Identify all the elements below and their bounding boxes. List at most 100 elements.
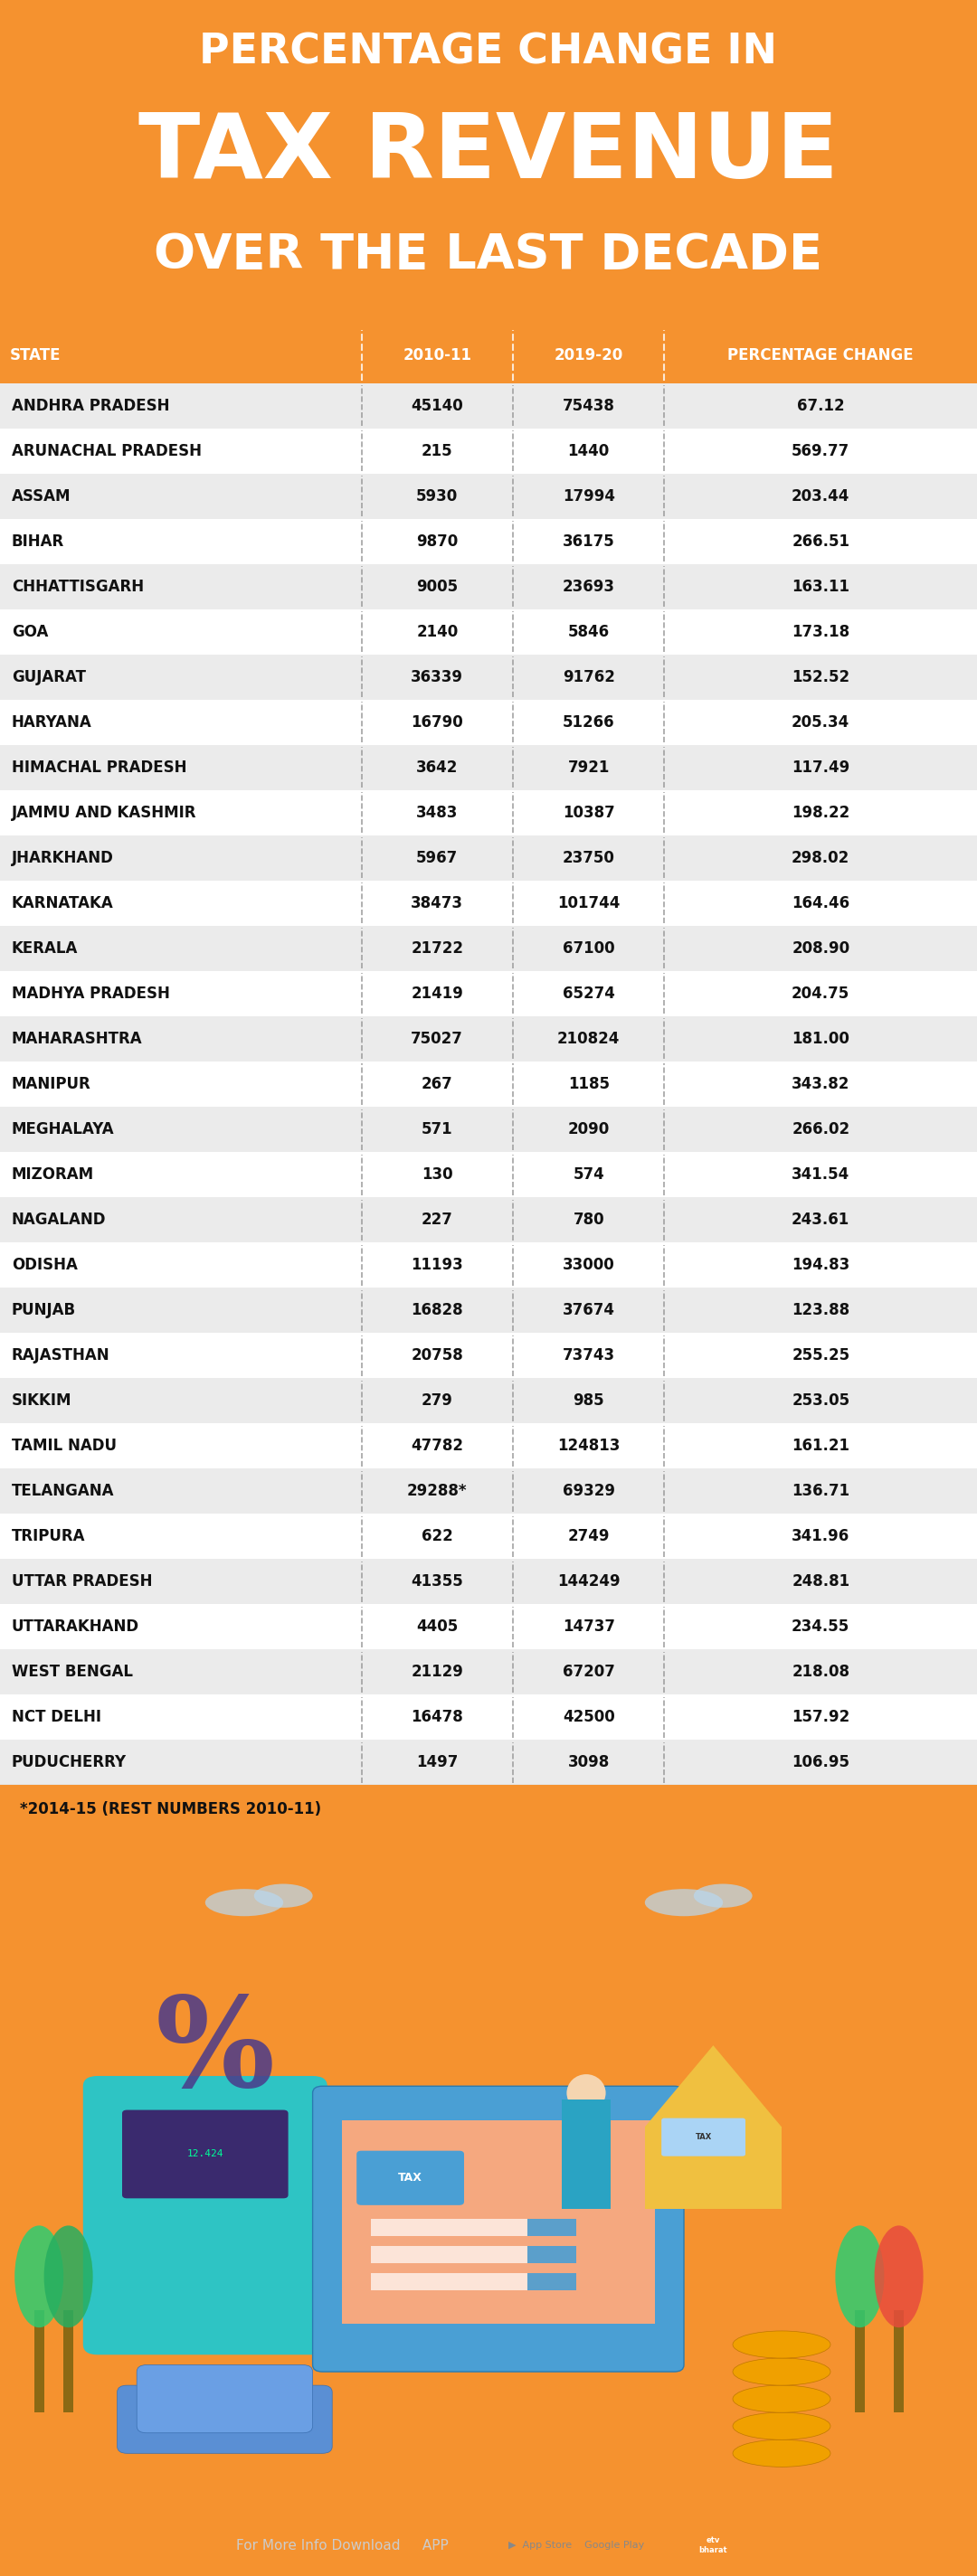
Text: 11193: 11193 <box>411 1257 463 1273</box>
Text: WEST BENGAL: WEST BENGAL <box>12 1664 133 1680</box>
Bar <box>0 611 977 654</box>
Text: 255.25: 255.25 <box>791 1347 850 1363</box>
Text: JAMMU AND KASHMIR: JAMMU AND KASHMIR <box>12 804 196 822</box>
Bar <box>0 1605 977 1649</box>
Text: 67207: 67207 <box>563 1664 615 1680</box>
Text: 5846: 5846 <box>568 623 610 641</box>
Bar <box>0 1198 977 1242</box>
Text: 267: 267 <box>421 1077 453 1092</box>
Text: TAMIL NADU: TAMIL NADU <box>12 1437 116 1453</box>
Text: ETV BHARAT: ETV BHARAT <box>823 2537 936 2553</box>
Text: TELANGANA: TELANGANA <box>12 1484 114 1499</box>
Text: 341.54: 341.54 <box>791 1167 850 1182</box>
Text: 9870: 9870 <box>416 533 458 549</box>
Ellipse shape <box>567 2074 606 2112</box>
Text: 12.424: 12.424 <box>187 2148 224 2159</box>
Text: MIZORAM: MIZORAM <box>12 1167 94 1182</box>
Text: UTTAR PRADESH: UTTAR PRADESH <box>12 1574 152 1589</box>
FancyBboxPatch shape <box>83 2076 327 2354</box>
Ellipse shape <box>835 2226 884 2329</box>
Text: 163.11: 163.11 <box>791 580 850 595</box>
Text: 51266: 51266 <box>563 714 615 732</box>
Text: 5930: 5930 <box>416 489 458 505</box>
Text: 47782: 47782 <box>411 1437 463 1453</box>
Text: 2019-20: 2019-20 <box>554 348 623 363</box>
Ellipse shape <box>733 2385 830 2414</box>
Text: 23693: 23693 <box>563 580 615 595</box>
Ellipse shape <box>645 1888 723 1917</box>
Text: MEGHALAYA: MEGHALAYA <box>12 1121 114 1139</box>
Bar <box>0 1108 977 1151</box>
Text: ANDHRA PRADESH: ANDHRA PRADESH <box>12 397 170 415</box>
Text: 20758: 20758 <box>411 1347 463 1363</box>
Text: SIKKIM: SIKKIM <box>12 1394 72 1409</box>
Text: 45140: 45140 <box>411 397 463 415</box>
Text: 144249: 144249 <box>557 1574 620 1589</box>
Text: 10387: 10387 <box>563 804 615 822</box>
Text: 9005: 9005 <box>416 580 458 595</box>
Ellipse shape <box>874 2226 923 2329</box>
FancyBboxPatch shape <box>342 2120 655 2324</box>
Text: *2014-15 (REST NUMBERS 2010-11): *2014-15 (REST NUMBERS 2010-11) <box>20 1801 320 1819</box>
Bar <box>0 1649 977 1695</box>
Text: 29288*: 29288* <box>407 1484 467 1499</box>
Text: 215: 215 <box>421 443 453 459</box>
Bar <box>0 384 977 428</box>
Text: 73743: 73743 <box>563 1347 615 1363</box>
FancyBboxPatch shape <box>137 2365 313 2432</box>
Text: 198.22: 198.22 <box>791 804 850 822</box>
Text: 33000: 33000 <box>563 1257 615 1273</box>
Text: 173.18: 173.18 <box>791 623 850 641</box>
Text: 38473: 38473 <box>411 894 463 912</box>
Text: 42500: 42500 <box>563 1708 615 1726</box>
Text: 101744: 101744 <box>557 894 620 912</box>
Bar <box>0 835 977 881</box>
Text: TAX: TAX <box>696 2133 711 2141</box>
Bar <box>0 1558 977 1605</box>
Bar <box>0 925 977 971</box>
Text: 21419: 21419 <box>411 987 463 1002</box>
Text: 234.55: 234.55 <box>791 1618 850 1636</box>
Bar <box>0 1288 977 1332</box>
Text: 2140: 2140 <box>416 623 458 641</box>
Text: 16478: 16478 <box>411 1708 463 1726</box>
Text: 14737: 14737 <box>563 1618 615 1636</box>
Text: 21129: 21129 <box>411 1664 463 1680</box>
Text: 106.95: 106.95 <box>791 1754 850 1770</box>
Ellipse shape <box>44 2226 93 2329</box>
Text: GFX: GFX <box>783 2537 820 2553</box>
Text: 17994: 17994 <box>563 489 615 505</box>
Text: 208.90: 208.90 <box>791 940 850 956</box>
Text: BIHAR: BIHAR <box>12 533 64 549</box>
Bar <box>528 2246 576 2262</box>
Text: 622: 622 <box>421 1528 453 1546</box>
Bar <box>0 1378 977 1422</box>
Bar <box>0 881 977 925</box>
Text: 91762: 91762 <box>563 670 615 685</box>
Bar <box>371 2218 528 2236</box>
Bar <box>855 2311 865 2414</box>
Text: 204.75: 204.75 <box>791 987 850 1002</box>
Text: 227: 227 <box>421 1211 453 1229</box>
Text: HARYANA: HARYANA <box>12 714 92 732</box>
Polygon shape <box>645 2045 782 2128</box>
Text: CHHATTISGARH: CHHATTISGARH <box>12 580 144 595</box>
Bar <box>0 1061 977 1108</box>
Bar <box>0 701 977 744</box>
Text: 218.08: 218.08 <box>791 1664 850 1680</box>
Text: PERCENTAGE CHANGE: PERCENTAGE CHANGE <box>728 348 913 363</box>
Text: 341.96: 341.96 <box>791 1528 850 1546</box>
Text: 5967: 5967 <box>416 850 458 866</box>
Bar <box>0 1695 977 1739</box>
Text: NCT DELHI: NCT DELHI <box>12 1708 102 1726</box>
Bar <box>0 1018 977 1061</box>
Text: KARNATAKA: KARNATAKA <box>12 894 113 912</box>
Text: 569.77: 569.77 <box>791 443 850 459</box>
Bar <box>562 2099 611 2208</box>
Text: MANIPUR: MANIPUR <box>12 1077 91 1092</box>
Text: PUDUCHERRY: PUDUCHERRY <box>12 1754 127 1770</box>
Text: ARUNACHAL PRADESH: ARUNACHAL PRADESH <box>12 443 201 459</box>
Text: TAX: TAX <box>399 2172 422 2184</box>
Bar <box>0 1422 977 1468</box>
Text: For More Info Download     APP: For More Info Download APP <box>235 2537 448 2553</box>
